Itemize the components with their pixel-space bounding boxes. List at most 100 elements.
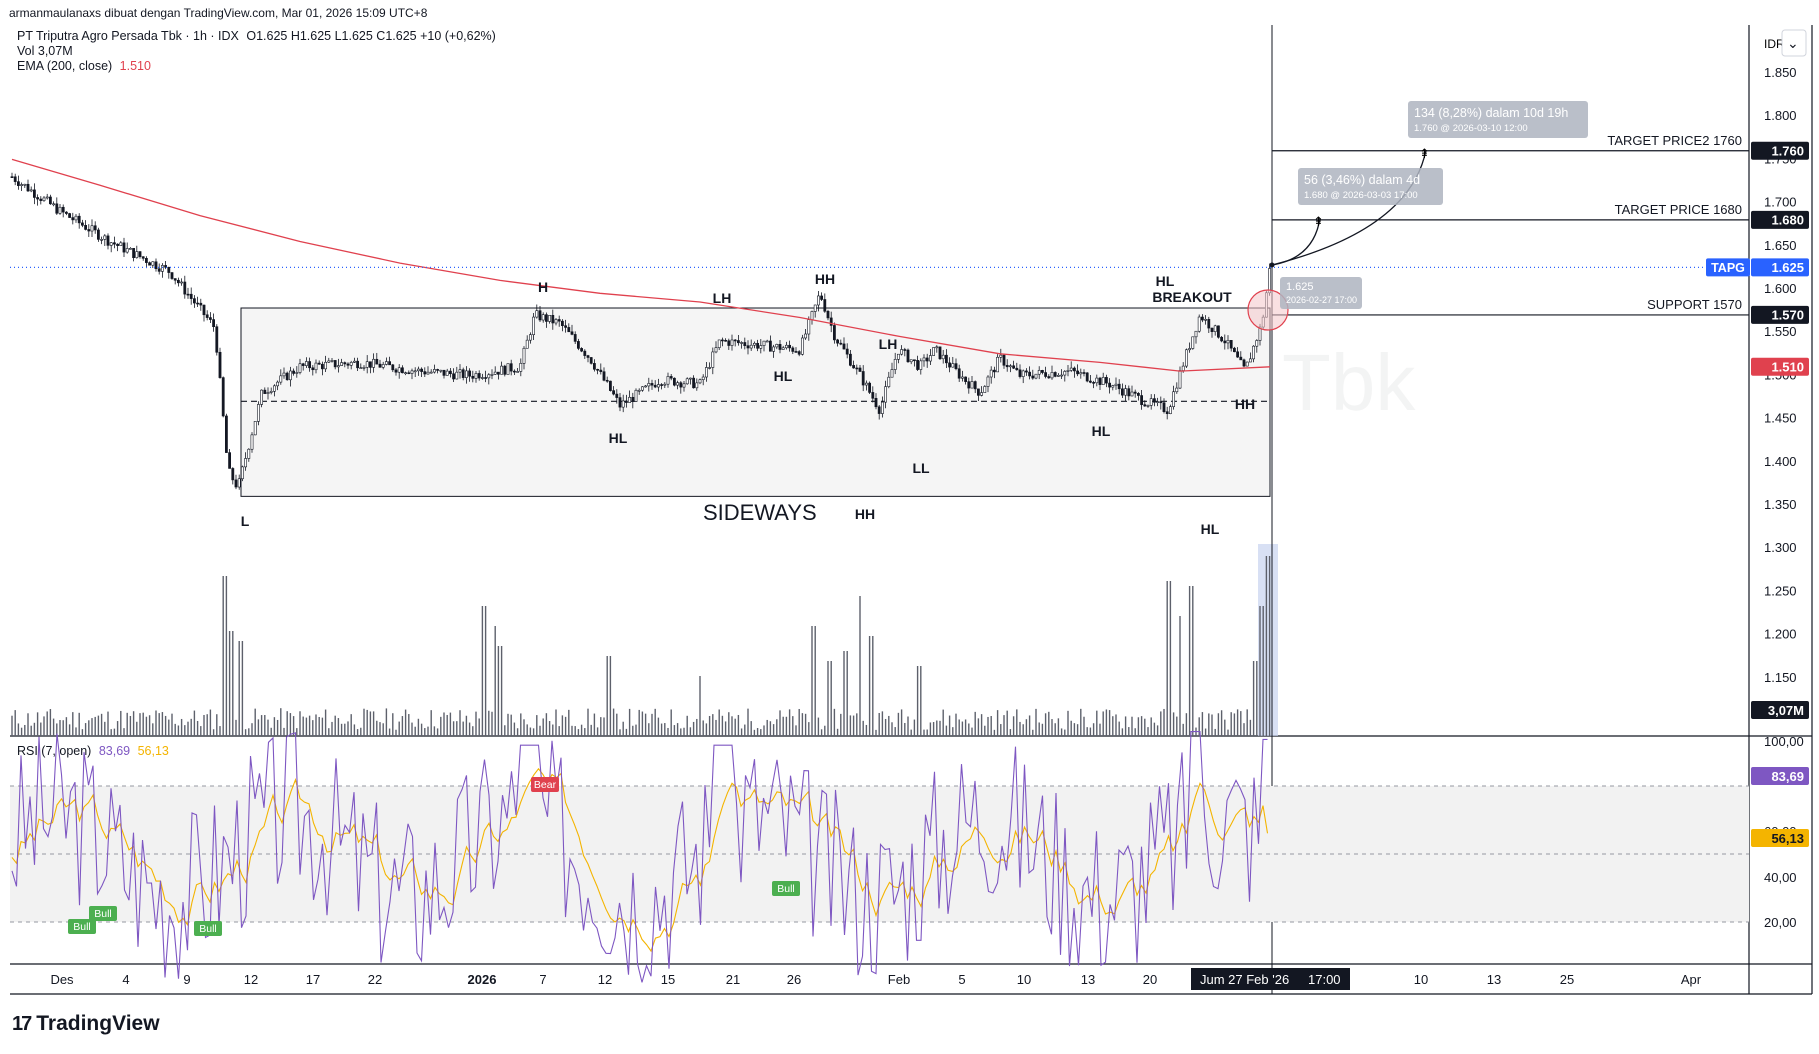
candle-body[interactable]	[36, 197, 40, 200]
candle-body[interactable]	[471, 375, 475, 379]
candle-body[interactable]	[967, 381, 971, 389]
candle-body[interactable]	[493, 371, 497, 375]
candle-body[interactable]	[848, 353, 852, 366]
candle-body[interactable]	[97, 229, 100, 240]
candle-body[interactable]	[1108, 382, 1112, 388]
candle-body[interactable]	[676, 382, 680, 386]
annotation-h[interactable]: H	[538, 279, 548, 295]
candle-body[interactable]	[327, 360, 331, 363]
candle-body[interactable]	[740, 342, 744, 344]
candle-body[interactable]	[576, 341, 580, 349]
candle-body[interactable]	[733, 339, 737, 342]
candle-body[interactable]	[266, 392, 270, 394]
candle-body[interactable]	[1079, 372, 1083, 375]
candle-body[interactable]	[480, 377, 484, 379]
candle-body[interactable]	[477, 373, 481, 379]
candle-body[interactable]	[1175, 387, 1179, 393]
candle-body[interactable]	[1041, 370, 1044, 373]
candle-body[interactable]	[58, 206, 62, 214]
candle-body[interactable]	[180, 281, 184, 284]
candle-body[interactable]	[1111, 385, 1115, 388]
candle-body[interactable]	[535, 310, 539, 318]
candle-body[interactable]	[893, 359, 897, 370]
candle-body[interactable]	[580, 348, 584, 352]
time-axis[interactable]: Des 4 9 12 17 22 2026 7 12 15 21 26 Feb 5 10 13 20 Jum 27…	[50, 968, 1702, 990]
annotation-ll[interactable]: LL	[912, 460, 930, 476]
candle-body[interactable]	[928, 355, 932, 362]
candle-body[interactable]	[138, 251, 142, 257]
candle-body[interactable]	[317, 362, 321, 365]
candle-body[interactable]	[1063, 371, 1067, 376]
candle-body[interactable]	[125, 248, 129, 253]
candle-body[interactable]	[679, 382, 683, 388]
candle-body[interactable]	[509, 363, 513, 372]
ema-legend[interactable]: EMA (200, close) 1.510	[17, 59, 151, 73]
annotation-hl[interactable]: HL	[1156, 273, 1175, 289]
candle-body[interactable]	[1005, 364, 1009, 368]
candle-body[interactable]	[1069, 367, 1073, 371]
candle-body[interactable]	[960, 376, 964, 379]
candle-body[interactable]	[1124, 388, 1128, 396]
candle-body[interactable]	[909, 359, 913, 363]
candle-body[interactable]	[807, 319, 811, 335]
candle-body[interactable]	[922, 357, 926, 362]
candle-body[interactable]	[1012, 365, 1016, 369]
annotation-breakout[interactable]: BREAKOUT	[1152, 289, 1232, 305]
candle-body[interactable]	[541, 314, 545, 321]
candle-body[interactable]	[177, 279, 180, 284]
candle-body[interactable]	[205, 314, 209, 318]
candle-body[interactable]	[1057, 374, 1060, 377]
rsi-signal-bear[interactable]: Bear	[531, 777, 559, 792]
candle-body[interactable]	[938, 346, 942, 360]
candle-body[interactable]	[935, 346, 939, 349]
candle-body[interactable]	[426, 371, 430, 375]
rsi-legend[interactable]: RSI (7, open) 83,69 56,13	[17, 744, 169, 758]
candle-body[interactable]	[490, 373, 494, 376]
candle-body[interactable]	[314, 362, 318, 371]
candle-body[interactable]	[1085, 372, 1089, 382]
candle-body[interactable]	[964, 376, 968, 382]
candle-body[interactable]	[698, 379, 702, 384]
candle-body[interactable]	[506, 363, 510, 375]
candle-body[interactable]	[1114, 383, 1118, 386]
candle-body[interactable]	[1002, 354, 1006, 366]
candle-body[interactable]	[416, 368, 420, 372]
candle-body[interactable]	[839, 342, 843, 345]
candle-body[interactable]	[1156, 401, 1160, 403]
candle-body[interactable]	[714, 347, 718, 353]
candle-body[interactable]	[634, 389, 638, 402]
candle-body[interactable]	[407, 372, 411, 374]
candle-body[interactable]	[71, 217, 75, 221]
candle-body[interactable]	[672, 377, 676, 386]
candle-body[interactable]	[999, 354, 1003, 358]
candle-body[interactable]	[663, 383, 667, 386]
candle-body[interactable]	[512, 370, 516, 373]
candle-body[interactable]	[282, 372, 286, 377]
candle-body[interactable]	[381, 364, 385, 368]
candle-body[interactable]	[573, 334, 577, 342]
candle-body[interactable]	[484, 377, 488, 379]
candle-body[interactable]	[23, 183, 27, 186]
candle-body[interactable]	[653, 384, 657, 388]
candle-body[interactable]	[365, 361, 369, 368]
candle-body[interactable]	[759, 345, 763, 349]
candle-body[interactable]	[637, 389, 641, 392]
candle-body[interactable]	[74, 215, 78, 221]
candle-body[interactable]	[650, 383, 654, 386]
candle-body[interactable]	[228, 452, 232, 469]
candle-body[interactable]	[173, 278, 177, 281]
candle-body[interactable]	[660, 384, 664, 386]
candle-body[interactable]	[727, 340, 731, 346]
candle-body[interactable]	[196, 302, 200, 305]
candle-body[interactable]	[768, 340, 772, 352]
candle-body[interactable]	[516, 371, 520, 373]
candle-body[interactable]	[295, 372, 299, 374]
candle-body[interactable]	[1213, 325, 1217, 332]
rsi-signal-bull[interactable]: Bull	[89, 906, 117, 921]
candle-body[interactable]	[784, 344, 788, 349]
candle-body[interactable]	[250, 434, 254, 450]
candle-body[interactable]	[349, 362, 353, 366]
candle-body[interactable]	[669, 376, 673, 379]
candle-body[interactable]	[781, 347, 785, 350]
candle-body[interactable]	[989, 369, 993, 378]
